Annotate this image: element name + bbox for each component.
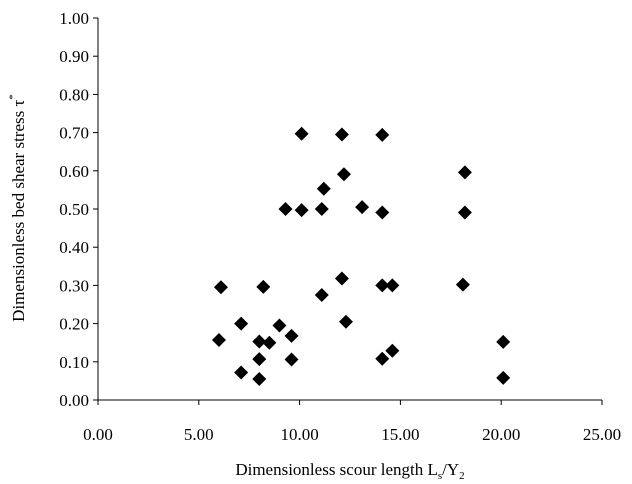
y-tick-label: 0.10 [59,353,89,372]
y-tick-label: 1.00 [59,9,89,28]
data-point [375,351,390,366]
x-tick-label: 25.00 [583,425,621,444]
data-point [338,314,353,329]
data-point [314,202,329,216]
data-point [385,343,400,358]
data-point [213,280,228,295]
y-tick-label: 0.50 [59,200,89,219]
data-point [314,287,329,302]
y-axis-title: Dimensionless bed shear stress τ* [7,94,28,322]
data-point [375,278,390,293]
data-point [234,365,249,380]
y-axis-title-main: Dimensionless bed shear stress τ [9,100,28,322]
data-point [211,333,226,348]
x-axis-title: Dimensionless scour length Ls/Y2 [235,460,464,482]
data-point [385,278,400,293]
x-tick-label: 0.00 [83,425,113,444]
x-axis-title-mid: /Y [442,460,459,479]
x-tick-label: 5.00 [184,425,214,444]
y-tick-label: 0.60 [59,162,89,181]
data-point [256,279,271,294]
data-point [252,352,267,367]
y-tick-label: 0.40 [59,238,89,257]
data-point [272,318,287,333]
data-points [211,126,511,386]
y-tick-label: 0.00 [59,391,89,410]
x-axis-ticks: 0.00 5.00 10.00 15.00 20.00 25.00 [83,400,621,444]
data-point [496,334,511,349]
data-point [457,205,472,220]
data-point [355,200,370,215]
data-point [278,202,293,216]
data-point [294,126,309,141]
x-axis-title-sub1: s [438,470,442,482]
data-point [375,205,390,220]
data-point [262,335,277,350]
data-point [284,352,299,367]
data-point [316,181,331,196]
data-point [252,371,267,386]
x-tick-label: 15.00 [381,425,419,444]
y-axis-title-sup: * [7,94,19,100]
data-point [334,271,349,286]
data-point [294,203,309,218]
y-tick-label: 0.30 [59,276,89,295]
y-tick-label: 0.80 [59,85,89,104]
data-point [375,127,390,142]
data-point [334,127,349,142]
y-tick-label: 0.70 [59,124,89,143]
data-point [284,328,299,343]
x-tick-label: 10.00 [280,425,318,444]
data-point [455,277,470,292]
y-tick-label: 0.90 [59,47,89,66]
x-axis-title-sub2: 2 [459,470,465,482]
y-axis-ticks: 0.00 0.10 0.20 0.30 0.40 0.50 0.60 0.70 0.80 0.90… [59,9,98,410]
x-axis-title-main: Dimensionless scour length L [235,460,438,479]
data-point [234,316,249,331]
data-point [457,165,472,180]
data-point [336,167,351,182]
data-point [496,370,511,385]
data-point [252,334,267,349]
y-tick-label: 0.20 [59,315,89,334]
x-tick-label: 20.00 [482,425,520,444]
